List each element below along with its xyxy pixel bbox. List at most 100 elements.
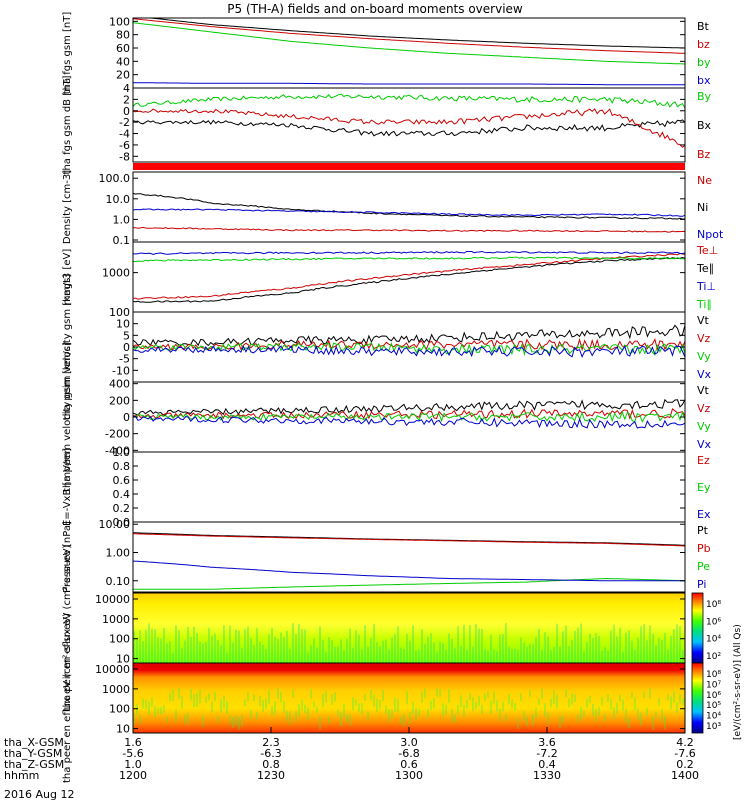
spectrogram-texture [661, 709, 663, 722]
spectrogram-texture [289, 711, 291, 725]
spectrogram-texture [259, 695, 261, 706]
spectrogram-texture [160, 707, 162, 715]
y-tick-label: 100 [109, 306, 130, 319]
series-line-bx [133, 82, 685, 86]
spectrogram-texture [469, 693, 471, 700]
spectrogram-texture [430, 633, 432, 663]
spectrogram-texture [520, 693, 522, 702]
spectrogram-texture [547, 712, 549, 725]
spectrogram-texture [331, 694, 333, 705]
spectrogram-texture [304, 629, 306, 663]
spectrogram-texture [484, 649, 486, 663]
spectrogram-texture [364, 693, 366, 701]
y-tick-label: 1.00 [106, 546, 131, 559]
spectrogram-texture [592, 703, 594, 716]
colorbar-ion-gradient [691, 592, 704, 664]
y-axis-label: tha peir en eflux eV (cm²-s-sr-eV) [62, 545, 73, 712]
spectrogram-texture [664, 716, 666, 730]
spectrogram-texture [265, 649, 267, 663]
spectrogram-texture [493, 691, 495, 704]
spectrogram-texture [406, 633, 408, 663]
spectrogram-texture [253, 645, 255, 663]
spectrogram-texture [523, 710, 525, 721]
spectrogram-texture [607, 694, 609, 703]
spectrogram-texture [175, 709, 177, 723]
series-line-Vx [132, 344, 686, 358]
spectrogram-texture [142, 698, 144, 709]
y-tick-label: 1000 [102, 267, 130, 280]
legend-Vy: Vy [697, 350, 711, 363]
spectrogram-texture [295, 711, 297, 722]
series-line-Bx [132, 119, 686, 137]
y-tick-label: 4 [123, 82, 130, 95]
spectrogram-texture [625, 709, 627, 723]
spectrogram-texture [529, 644, 531, 663]
y-tick-label: 20 [116, 69, 130, 82]
panel-8: 10.00 1.00 0.10 Pressure [nPa] Pt Pb Pe Pi [62, 518, 711, 593]
spectrogram-texture [235, 715, 237, 727]
spectrogram-texture [349, 628, 351, 663]
spectrogram-texture [583, 710, 585, 718]
spectrogram-texture [550, 650, 552, 663]
spectrogram-texture [469, 625, 471, 663]
spectrogram-texture [493, 649, 495, 663]
spectrogram-texture [337, 646, 339, 663]
spectrogram-texture [586, 698, 588, 708]
spectrogram-texture [598, 635, 600, 663]
spectrogram-texture [439, 641, 441, 663]
y-tick-label: 100 [109, 703, 130, 716]
y-tick-label: 10 [116, 653, 130, 666]
y-tick-label: 1000 [102, 683, 130, 696]
spectrogram-texture [640, 712, 642, 726]
spectrogram-texture [520, 637, 522, 663]
y-axis-label: tha peer en eflux eV (cm²-s-sr-eV) [62, 613, 73, 783]
ephemeris-value: 1.0 [124, 758, 142, 771]
spectrogram-texture [169, 693, 171, 702]
colorbar-tick-label: 10⁶ [706, 617, 721, 627]
spectrogram-texture [547, 636, 549, 663]
y-tick-label: 0.10 [106, 575, 131, 588]
spectrogram-texture [220, 699, 222, 713]
series-line-Te∥ [132, 256, 686, 303]
spectrogram-texture [160, 638, 162, 663]
spectrogram-texture [373, 694, 375, 707]
spectrogram-texture [184, 714, 186, 724]
spectrogram-texture [400, 647, 402, 663]
spectrogram-texture [346, 638, 348, 663]
y-tick-label: 10.00 [99, 518, 131, 531]
spectrogram-texture [631, 640, 633, 663]
legend-Pt: Pt [697, 524, 709, 537]
spectrogram-texture [244, 699, 246, 707]
y-tick-label: 60 [116, 42, 130, 55]
spectrogram-texture [208, 627, 210, 663]
ephemeris-value: 1330 [533, 769, 561, 782]
spectrogram-texture [205, 641, 207, 663]
spectrogram-texture [466, 650, 468, 663]
spectrogram-texture [217, 639, 219, 663]
spectrogram-texture [604, 714, 606, 722]
spectrogram-texture [499, 634, 501, 663]
ephemeris-row-label: hhmm [4, 769, 39, 782]
spectrogram-texture [472, 697, 474, 712]
spectrogram-texture [631, 692, 633, 699]
y-tick-label: 400 [109, 378, 130, 391]
spectrogram-texture [436, 688, 438, 697]
spectrogram-texture [682, 650, 684, 663]
spectrogram-texture [589, 695, 591, 703]
spectrogram-texture [193, 626, 195, 663]
spectrogram-texture [292, 690, 294, 698]
spectrogram-texture [379, 646, 381, 663]
spectrogram-texture [463, 704, 465, 717]
spectrogram-texture [682, 698, 684, 705]
colorbar-tick-label: 10³ [706, 722, 721, 732]
spectrogram-texture [532, 713, 534, 726]
spectrogram-texture [655, 645, 657, 663]
legend-Vx: Vx [697, 368, 712, 381]
spectrogram-texture [328, 637, 330, 663]
spectrogram-texture [577, 713, 579, 723]
spectrogram-texture [244, 629, 246, 663]
spectrogram-texture [421, 691, 423, 703]
spectrogram-texture [157, 637, 159, 663]
spectrogram-texture [460, 645, 462, 663]
